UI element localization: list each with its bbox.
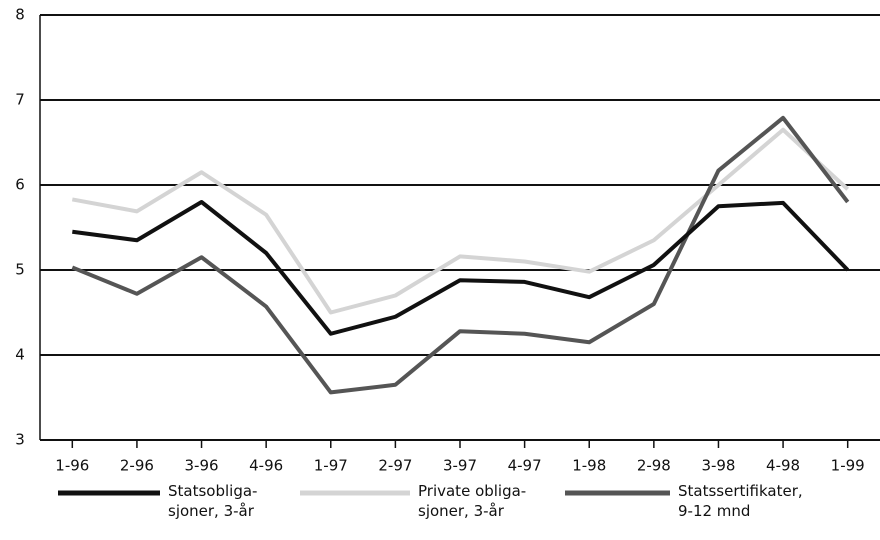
legend-label: Statssertifikater, 9-12 mnd: [678, 482, 803, 520]
x-tick-label: 3-97: [443, 457, 477, 475]
x-tick-label: 4-97: [508, 457, 542, 475]
x-tick-label: 1-98: [572, 457, 606, 475]
x-tick-label: 3-98: [701, 457, 735, 475]
y-tick-label: 3: [15, 431, 25, 449]
x-tick-label: 2-96: [120, 457, 154, 475]
x-tick-label: 4-96: [249, 457, 283, 475]
x-tick-label: 4-98: [766, 457, 800, 475]
x-tick-label: 3-96: [185, 457, 219, 475]
legend-label: Statsobliga- sjoner, 3-år: [168, 482, 258, 520]
x-tick-label: 1-96: [55, 457, 89, 475]
legend-label: Private obliga- sjoner, 3-år: [418, 482, 527, 520]
x-tick-label: 1-99: [831, 457, 865, 475]
series-line: [71, 127, 850, 315]
series-line: [72, 200, 850, 336]
x-tick-label: 2-97: [378, 457, 412, 475]
x-tick-label: 2-98: [637, 457, 671, 475]
x-tick-label: 1-97: [314, 457, 348, 475]
y-tick-label: 7: [15, 91, 25, 109]
y-tick-label: 8: [15, 6, 25, 24]
y-tick-label: 4: [15, 346, 25, 364]
y-tick-label: 5: [15, 261, 25, 279]
y-tick-label: 6: [15, 176, 25, 194]
series-line: [71, 115, 850, 395]
